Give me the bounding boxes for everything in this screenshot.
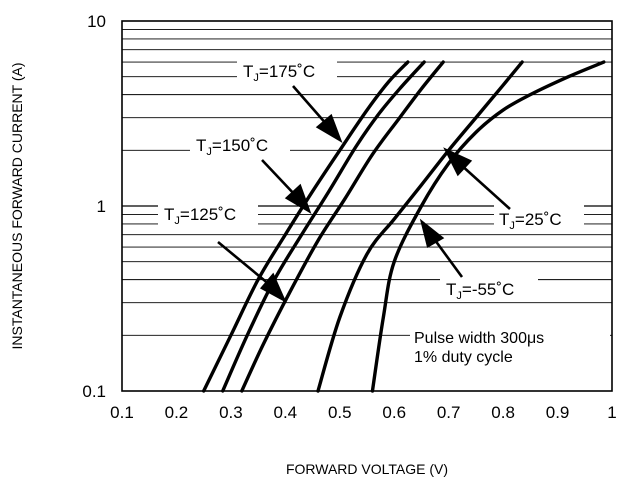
series-label-25: TJ=25˚C xyxy=(499,210,562,232)
x-axis-title: FORWARD VOLTAGE (V) xyxy=(286,461,448,477)
y-axis-title: INSTANTANEOUS FORWARD CURRENT (A) xyxy=(9,62,25,349)
note-pulse-width: Pulse width 300μs xyxy=(414,330,544,347)
x-tick-label: 0.1 xyxy=(110,403,134,422)
grid xyxy=(122,29,612,335)
x-tick-label: 0.4 xyxy=(274,403,298,422)
arrow-150 xyxy=(262,160,296,196)
series-line-1 xyxy=(223,62,424,391)
y-tick-label: 0.1 xyxy=(82,382,106,401)
x-tick-label: 1 xyxy=(607,403,616,422)
x-tick-label: 0.6 xyxy=(382,403,406,422)
series-label-m55: TJ=-55˚C xyxy=(446,280,514,302)
x-tick-label: 0.3 xyxy=(219,403,243,422)
arrow-175 xyxy=(293,86,328,126)
arrow-25 xyxy=(460,164,510,209)
arrow-125 xyxy=(218,242,270,285)
x-tick-label: 0.2 xyxy=(165,403,189,422)
x-tick-label: 0.7 xyxy=(437,403,461,422)
note-duty-cycle: 1% duty cycle xyxy=(414,349,513,366)
x-tick-label: 0.9 xyxy=(546,403,570,422)
x-tick-label: 0.8 xyxy=(491,403,515,422)
x-tick-label: 0.5 xyxy=(328,403,352,422)
y-tick-label: 1 xyxy=(97,197,106,216)
arrowhead-m55-icon xyxy=(422,222,442,246)
y-tick-label: 10 xyxy=(87,12,106,31)
